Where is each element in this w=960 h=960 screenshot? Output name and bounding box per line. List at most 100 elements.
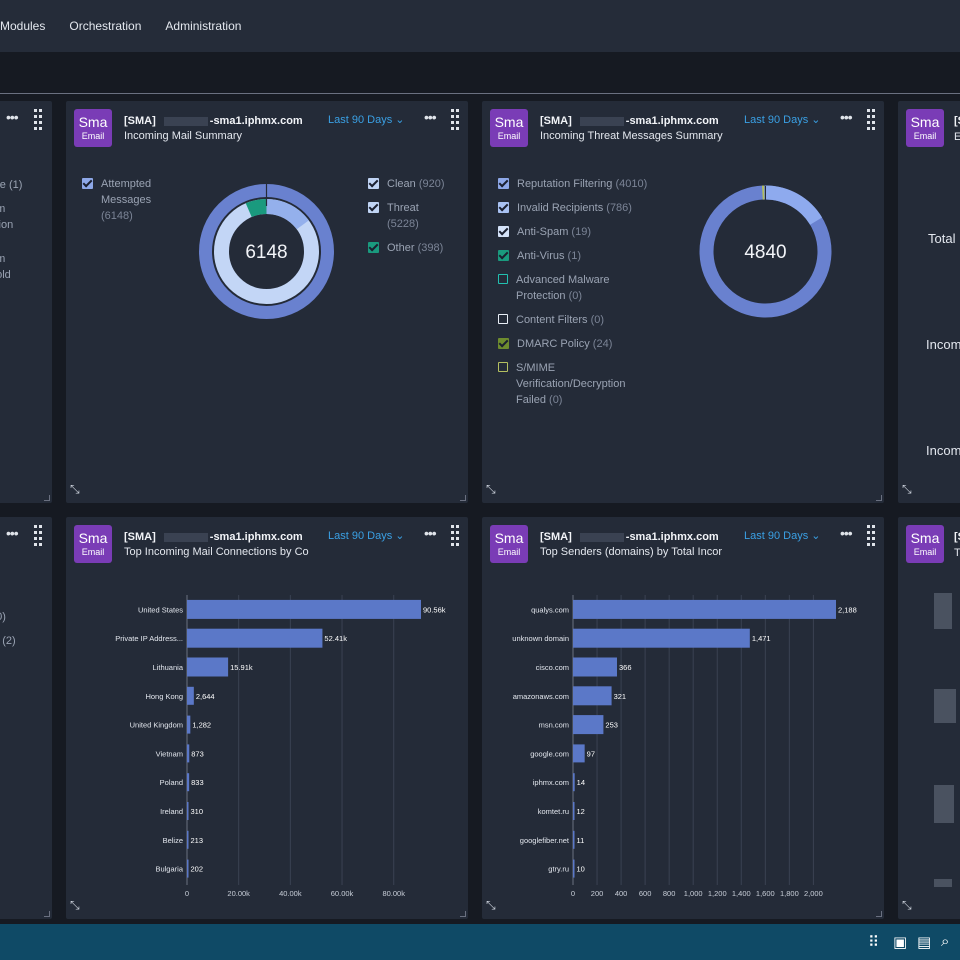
bar [187, 715, 191, 734]
search-box-icon[interactable]: ▣ [893, 934, 908, 951]
legend-other[interactable]: Other (398) [368, 240, 443, 256]
time-range-dropdown[interactable]: Last 90 Days ⌄ [744, 114, 821, 126]
category-label: United States [138, 605, 183, 614]
redacted-hostname [163, 532, 208, 542]
expand-icon[interactable]: ⤡ [486, 898, 496, 912]
resize-handle[interactable] [44, 495, 50, 501]
value-label: 52.41k [324, 634, 347, 643]
legend-item[interactable]: Reputation Filtering (4010) [498, 176, 647, 192]
more-options-icon[interactable]: ••• [6, 525, 19, 541]
device-prefix: [SMA] [540, 115, 572, 127]
checkbox-icon[interactable] [498, 338, 509, 349]
bar [187, 859, 189, 878]
report-icon[interactable]: ▤ [917, 934, 932, 951]
legend-clean[interactable]: Clean (920) [368, 176, 445, 192]
category-label: Private IP Address... [115, 634, 183, 643]
checkbox-icon[interactable] [368, 178, 379, 189]
resize-handle[interactable] [44, 911, 50, 917]
checkbox-icon[interactable] [498, 226, 509, 237]
category-label: Ireland [160, 807, 183, 816]
category-label: Belize [163, 836, 183, 845]
legend-item[interactable]: Content Filters (0) [498, 312, 604, 328]
legend-item[interactable]: Anti-Spam (19) [498, 224, 591, 240]
bar [187, 686, 194, 705]
category-label: iphmx.com [533, 778, 569, 787]
expand-icon[interactable]: ⤡ [902, 898, 912, 912]
sma-email-logo: Sma Email [906, 109, 944, 147]
top-nav-bar: Modules Orchestration Administration [0, 0, 960, 52]
drag-handle-icon[interactable] [34, 525, 44, 546]
bar-chart-connections-by-country: 0 20.00k 40.00k 60.00k 80.00k United States 90… [115, 595, 446, 898]
expand-icon[interactable]: ⤡ [486, 482, 496, 496]
value-label: 833 [191, 778, 204, 787]
value-label: 1,471 [752, 634, 771, 643]
legend-fragment: 90) [0, 611, 6, 623]
checkbox-icon[interactable] [498, 314, 508, 324]
value-label: 11 [577, 836, 585, 845]
expand-icon[interactable]: ⤡ [902, 482, 912, 496]
expand-icon[interactable]: ⤡ [70, 482, 80, 496]
pixelated-area [934, 593, 952, 629]
resize-handle[interactable] [876, 495, 882, 501]
resize-handle[interactable] [460, 911, 466, 917]
category-label: Vietnam [156, 749, 183, 758]
value-label: 873 [191, 749, 204, 758]
nav-administration[interactable]: Administration [165, 19, 242, 33]
time-range-dropdown[interactable]: Last 90 Days ⌄ [328, 530, 405, 542]
bar-chart-top-senders: 0 200 400 600 800 1,000 1,200 1,400 1,600 1,800 2,… [512, 595, 857, 898]
drag-handle-icon[interactable] [451, 109, 461, 130]
more-options-icon[interactable]: ••• [840, 525, 853, 541]
value-label: 310 [191, 807, 204, 816]
category-label: googlefiber.net [520, 836, 570, 845]
checkbox-icon[interactable] [498, 274, 508, 284]
drag-handle-icon[interactable] [867, 109, 877, 130]
resize-handle[interactable] [460, 495, 466, 501]
apps-grid-icon[interactable]: ⠿ [868, 934, 879, 951]
legend-item[interactable]: DMARC Policy (24) [498, 336, 612, 352]
bar [187, 628, 323, 648]
drag-handle-icon[interactable] [867, 525, 877, 546]
drag-handle-icon[interactable] [451, 525, 461, 546]
device-suffix: -sma1.iphmx.com [625, 531, 719, 543]
checkbox-icon[interactable] [498, 362, 508, 372]
legend-item[interactable]: Invalid Recipients (786) [498, 200, 632, 216]
legend-attempted-messages[interactable]: Attempted Messages (6148) [82, 176, 182, 224]
x-tick-label: 80.00k [382, 889, 405, 898]
bar [187, 599, 421, 619]
drag-handle-icon[interactable] [34, 109, 44, 130]
x-tick-label: 1,600 [756, 889, 775, 898]
nav-orchestration[interactable]: Orchestration [69, 19, 142, 33]
time-range-dropdown[interactable]: Last 90 Days ⌄ [328, 114, 405, 126]
x-tick-label: 1,200 [708, 889, 727, 898]
legend-item[interactable]: Advanced Malware Protection (0) [498, 272, 610, 304]
panel-title: [SMA] -sma1.iphmx.com Top Senders (domain… [540, 531, 734, 558]
panel-title-fragment: [S [954, 531, 960, 543]
chevron-down-icon: ⌄ [395, 114, 405, 126]
checkbox-icon[interactable] [82, 178, 93, 189]
more-options-icon[interactable]: ••• [424, 525, 437, 541]
more-options-icon[interactable]: ••• [840, 109, 853, 125]
legend-threat[interactable]: Threat (5228) [368, 200, 419, 232]
checkbox-icon[interactable] [368, 242, 379, 253]
time-range-dropdown[interactable]: Last 90 Days ⌄ [744, 530, 821, 542]
resize-handle[interactable] [876, 911, 882, 917]
bar [573, 830, 575, 849]
magnifier-icon[interactable]: ⌕ [941, 933, 950, 950]
checkbox-icon[interactable] [498, 202, 509, 213]
nav-modules[interactable]: Modules [0, 19, 46, 33]
value-label: 213 [191, 836, 204, 845]
panel-title: [SMA] -sma1.iphmx.com Top Incoming Mail C… [124, 531, 318, 558]
checkbox-icon[interactable] [498, 250, 509, 261]
legend-item[interactable]: Anti-Virus (1) [498, 248, 581, 264]
category-label: cisco.com [536, 663, 569, 672]
more-options-icon[interactable]: ••• [6, 109, 19, 125]
checkbox-icon[interactable] [498, 178, 509, 189]
checkbox-icon[interactable] [368, 202, 379, 213]
more-options-icon[interactable]: ••• [424, 109, 437, 125]
legend-item[interactable]: S/MIME Verification/Decryption Failed (0) [498, 360, 625, 408]
bar [187, 802, 189, 820]
pixelated-area [934, 785, 954, 823]
expand-icon[interactable]: ⤡ [70, 898, 80, 912]
x-tick-label: 400 [615, 889, 628, 898]
